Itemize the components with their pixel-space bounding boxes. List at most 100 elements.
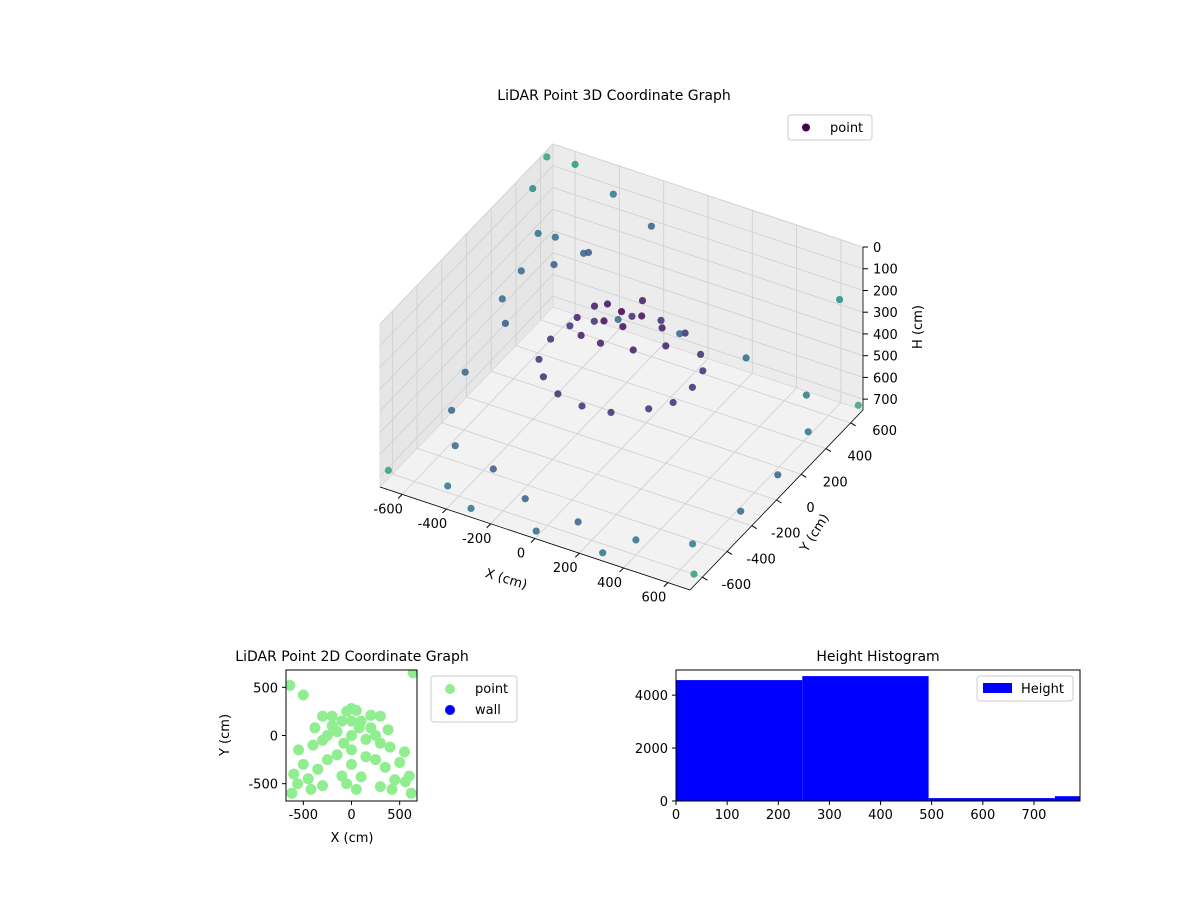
data-point-3d xyxy=(384,466,392,474)
y-tick-label: 600 xyxy=(872,424,897,439)
data-point-3d xyxy=(645,405,653,413)
data-point-2d xyxy=(307,739,319,751)
data-point-3d xyxy=(578,402,586,410)
data-point-3d xyxy=(534,229,542,237)
data-point-3d xyxy=(574,518,582,526)
data-point-2d xyxy=(374,710,386,722)
data-point-3d xyxy=(501,319,509,327)
x-tick-label-2d: 500 xyxy=(387,808,412,823)
x-axis-label-2d: X (cm) xyxy=(331,831,374,846)
data-point-3d xyxy=(596,339,605,347)
y-tick-label-histogram: 0 xyxy=(660,795,668,810)
legend-label-wall-2d: wall xyxy=(475,703,501,718)
data-point-2d xyxy=(331,726,343,738)
data-point-3d xyxy=(517,267,525,275)
x-tick-mark xyxy=(397,494,403,499)
tick-labels-histogram: 0 100 200 300 400 500 600 700 0 2000 4000 xyxy=(635,689,1046,823)
data-point-3d xyxy=(647,222,656,230)
z-tick-label: 500 xyxy=(873,350,898,365)
data-point-3d xyxy=(737,507,745,515)
z-gridline xyxy=(379,295,554,477)
data-point-3d xyxy=(529,185,537,193)
data-point-3d xyxy=(836,296,844,304)
y-tick-label: -600 xyxy=(722,578,752,593)
data-point-3d xyxy=(638,297,647,305)
data-point-3d xyxy=(697,350,705,358)
x-tick-mark xyxy=(442,508,447,514)
chart-title-2d: LiDAR Point 2D Coordinate Graph xyxy=(235,649,468,665)
data-point-2d xyxy=(370,754,382,766)
y-tick-mark xyxy=(850,422,856,427)
data-point-2d xyxy=(394,757,406,768)
data-point-2d xyxy=(399,746,410,758)
data-point-2d xyxy=(382,724,394,736)
z-gridline xyxy=(552,187,864,291)
data-point-3d xyxy=(657,316,665,324)
data-point-3d xyxy=(584,248,593,257)
x-tick-label-2d: 0 xyxy=(347,808,355,823)
data-point-2d xyxy=(326,710,338,722)
point-series-2d xyxy=(286,670,417,799)
x-tick-label-histogram: 600 xyxy=(970,808,995,823)
data-point-3d xyxy=(609,190,617,198)
legend-3d: point xyxy=(787,114,873,141)
x-tick-label: -600 xyxy=(373,502,403,517)
data-point-3d xyxy=(448,406,456,414)
data-point-3d xyxy=(590,317,598,325)
x-tick-label-histogram: 200 xyxy=(766,808,791,823)
data-point-3d xyxy=(607,408,615,416)
z-tick-label: 100 xyxy=(873,263,898,278)
data-point-2d xyxy=(379,761,391,773)
z-tick-label: 200 xyxy=(873,284,898,299)
z-gridline xyxy=(552,230,864,335)
data-point-3d xyxy=(681,329,689,337)
data-point-3d xyxy=(498,295,506,303)
data-point-2d xyxy=(297,758,309,770)
gridlines-3d xyxy=(379,143,864,591)
data-point-3d xyxy=(467,504,475,512)
data-point-2d xyxy=(389,774,401,786)
z-gridline xyxy=(379,230,554,412)
data-point-3d xyxy=(554,390,562,398)
z-gridline xyxy=(552,208,864,313)
data-point-3d xyxy=(573,313,581,322)
chart-title-histogram: Height Histogram xyxy=(816,649,939,665)
data-point-2d xyxy=(286,787,298,799)
data-point-3d xyxy=(543,153,551,161)
data-point-3d xyxy=(590,302,599,310)
data-point-3d xyxy=(489,465,497,473)
histogram-bar xyxy=(802,676,929,801)
z-gridline xyxy=(379,187,554,368)
data-point-3d xyxy=(551,233,559,241)
data-point-2d xyxy=(353,722,365,734)
data-point-3d xyxy=(619,323,627,331)
x-tick-mark xyxy=(619,567,624,573)
data-point-3d xyxy=(638,312,646,320)
x-tick-mark xyxy=(574,552,580,558)
x-tick-mark xyxy=(486,523,492,529)
y-tick-mark xyxy=(776,499,782,504)
data-point-3d xyxy=(629,346,637,354)
data-point-2d xyxy=(317,780,329,792)
plot-frame-histogram xyxy=(675,669,1081,802)
data-point-3d xyxy=(532,527,540,535)
data-point-3d xyxy=(662,342,670,350)
x-tick-label-histogram: 500 xyxy=(919,808,944,823)
data-point-3d xyxy=(539,373,548,381)
data-point-3d xyxy=(535,355,543,363)
y-gridline xyxy=(540,319,851,424)
data-point-3d xyxy=(699,367,707,375)
z-gridline xyxy=(379,165,554,347)
data-point-3d xyxy=(690,570,698,578)
data-point-2d xyxy=(288,768,300,780)
data-point-2d xyxy=(360,733,372,745)
data-point-2d xyxy=(286,679,296,691)
histogram-bar xyxy=(676,680,803,801)
y-tick-label-2d: 0 xyxy=(270,730,278,745)
legend-label-point-3d: point xyxy=(830,121,863,136)
data-point-2d xyxy=(346,703,357,714)
x-tick-label: 0 xyxy=(517,547,525,562)
tick-labels-2d: -500 0 500 -500 0 500 xyxy=(248,681,412,823)
data-point-2d xyxy=(305,783,317,795)
data-point-3d xyxy=(632,536,640,544)
